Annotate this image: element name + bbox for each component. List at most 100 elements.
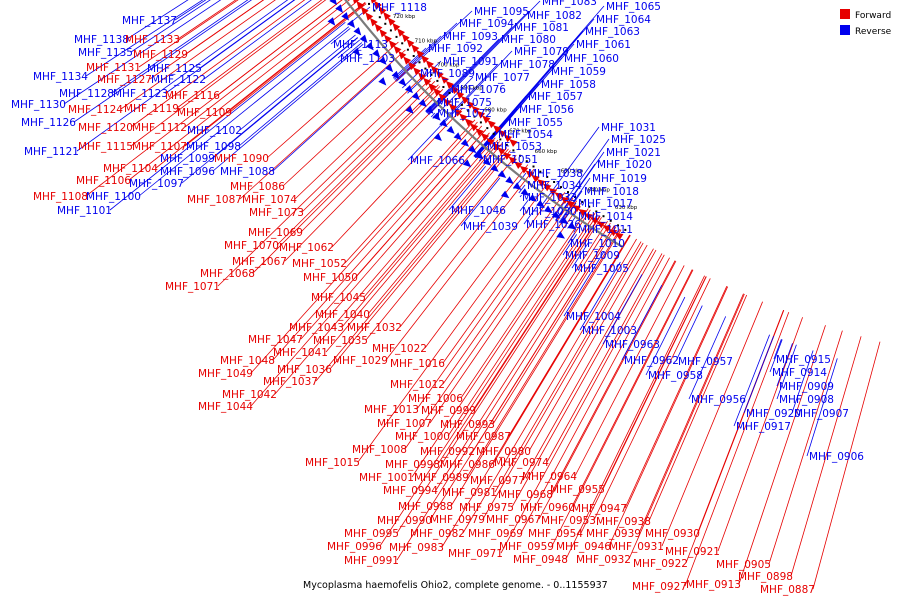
gene-arrow [584,213,593,221]
gene-arrow [329,0,338,6]
gene-label: MHF_1078 [500,59,555,71]
scale-minor-tick [430,73,433,76]
gene-leader-line [430,112,436,118]
gene-label: MHF_1138 [74,34,129,46]
gene-arrow [475,151,484,160]
gene-arrow [443,98,452,107]
gene-arrow [559,216,569,225]
gene-leader-line [341,141,500,328]
gene-arrow [428,82,437,92]
gene-leader-line [621,285,663,361]
gene-arrow [448,103,457,112]
scale-minor-tick [479,121,482,124]
gene-leader-line [519,194,522,198]
gene-arrow [469,123,479,132]
gene-arrow [445,80,454,90]
gene-arrow [383,34,392,44]
gene-arrow [531,174,540,183]
gene-arrow [500,190,510,199]
gene-leader-line [518,184,526,194]
legend-forward-swatch [840,9,850,19]
gene-leader-line [177,0,237,40]
gene-leader-line [272,69,386,172]
gene-label: MHF_1060 [564,53,619,65]
gene-arrow [578,208,587,217]
gene-arrow [509,139,518,147]
gene-arrow [387,17,396,26]
gene-label: MHF_1099 [160,153,215,165]
scale-minor-tick [525,160,528,163]
gene-leader-line [274,137,496,395]
gene-leader-line [593,278,711,521]
gene-leader-line [239,34,356,131]
gene-label: MHF_1056 [519,104,574,116]
gene-label: MHF_0962 [624,355,679,367]
gene-label: MHF_1129 [133,49,188,61]
gene-leader-line [563,251,605,317]
gene-label: MHF_1104 [103,163,158,175]
gene-label: MHF_0998 [385,459,440,471]
gene-arrow [497,170,507,179]
gene-label: MHF_1106 [76,175,131,187]
gene-arrow [398,77,407,87]
gene-leader-line [551,269,693,547]
scale-minor-tick [574,196,576,198]
gene-leader-line [460,208,589,399]
gene-label: MHF_1094 [459,18,514,30]
gene-label: MHF_1039 [463,221,518,233]
gene-leader-line [492,226,617,425]
gene-leader-line [562,234,578,256]
scale-minor-tick [539,170,542,173]
gene-arrow [567,222,577,230]
gene-arrow [335,4,343,13]
gene-label: MHF_1020 [597,159,652,171]
scale-minor-tick [567,191,569,194]
gene-label: MHF_0990 [377,515,432,527]
scale-minor-tick [595,210,598,213]
gene-leader-line [769,339,783,373]
gene-label: MHF_1047 [248,334,303,346]
gene-arrow [556,231,566,239]
gene-leader-line [558,177,591,223]
gene-label: MHF_1053 [487,141,542,153]
gene-leader-line [717,317,803,552]
gene-arrow [435,70,444,79]
gene-label: MHF_1031 [601,122,656,134]
gene-leader-line [138,26,350,197]
gene-label: MHF_1125 [147,63,202,75]
gene-leader-line [282,61,417,187]
scale-minor-tick [560,186,562,189]
gene-label: MHF_1058 [541,79,596,91]
gene-arrow [432,112,441,121]
scale-minor-tick [588,205,591,208]
gene-leader-line [315,148,509,382]
gene-leader-line [76,0,289,152]
gene-leader-line [733,334,770,427]
gene-label: MHF_1029 [333,355,388,367]
scale-tick-label: 720 kbp [393,14,416,20]
gene-arrow [528,194,537,202]
gene-label: MHF_0954 [528,528,583,540]
gene-label: MHF_1086 [230,181,285,193]
gene-arrow [486,137,495,146]
gene-label: MHF_1076 [451,84,506,96]
gene-leader-line [450,229,622,507]
gene-leader-line [344,119,476,264]
gene-leader-line [555,163,596,221]
scale-minor-tick [505,143,508,146]
gene-leader-line [688,316,727,400]
gene-label: MHF_1021 [606,147,661,159]
gene-label: MHF_1120 [78,122,133,134]
gene-arrow [403,56,412,65]
gene-label: MHF_0930 [645,528,700,540]
gene-arrow [408,61,417,71]
gene-leader-line [238,42,363,147]
gene-leader-line [675,305,703,362]
gene-leader-line [528,244,648,452]
gene-arrow [374,23,383,32]
gene-label: MHF_1101 [57,205,112,217]
gene-leader-line [284,94,449,262]
gene-label: MHF_1000 [395,431,450,443]
gene-leader-line [329,150,511,370]
gene-leader-line [645,296,686,376]
